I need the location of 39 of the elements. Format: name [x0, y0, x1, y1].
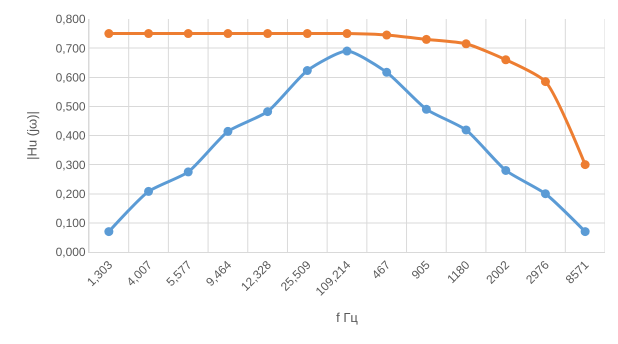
- y-tick-label: 0,800: [56, 12, 86, 26]
- point: [104, 227, 114, 236]
- y-tick-label: 0,500: [56, 100, 86, 114]
- point: [104, 29, 114, 38]
- point: [184, 167, 193, 176]
- point: [580, 227, 590, 236]
- point: [223, 126, 232, 136]
- x-tick-label: 467: [368, 258, 394, 282]
- point: [144, 186, 154, 196]
- y-axis-title: |Hu (jω)|: [24, 111, 40, 160]
- point: [540, 189, 550, 198]
- point: [382, 30, 392, 40]
- point: [263, 29, 272, 38]
- y-tick-label: 0,300: [56, 158, 86, 172]
- point: [422, 34, 431, 44]
- point: [342, 29, 352, 38]
- point: [342, 46, 352, 56]
- point: [382, 68, 392, 77]
- x-tick-label: 905: [408, 258, 433, 282]
- y-tick-label: 0,100: [56, 216, 86, 230]
- y-tick-label: 0,200: [56, 186, 86, 201]
- point: [223, 29, 232, 38]
- point: [540, 77, 550, 86]
- point: [580, 160, 590, 170]
- point: [184, 29, 193, 38]
- y-tick-label: 0,000: [56, 245, 86, 260]
- point: [422, 104, 431, 114]
- x-axis-title: f Гц: [336, 310, 358, 326]
- point: [462, 39, 471, 48]
- y-tick-label: 0,400: [56, 128, 86, 143]
- point: [501, 166, 510, 175]
- point: [302, 66, 312, 76]
- point: [501, 55, 510, 64]
- point: [144, 29, 154, 38]
- point: [263, 107, 272, 116]
- y-tick-label: 0,700: [56, 41, 86, 56]
- point: [462, 125, 471, 134]
- point: [302, 29, 312, 38]
- y-tick-label: 0,600: [56, 70, 86, 84]
